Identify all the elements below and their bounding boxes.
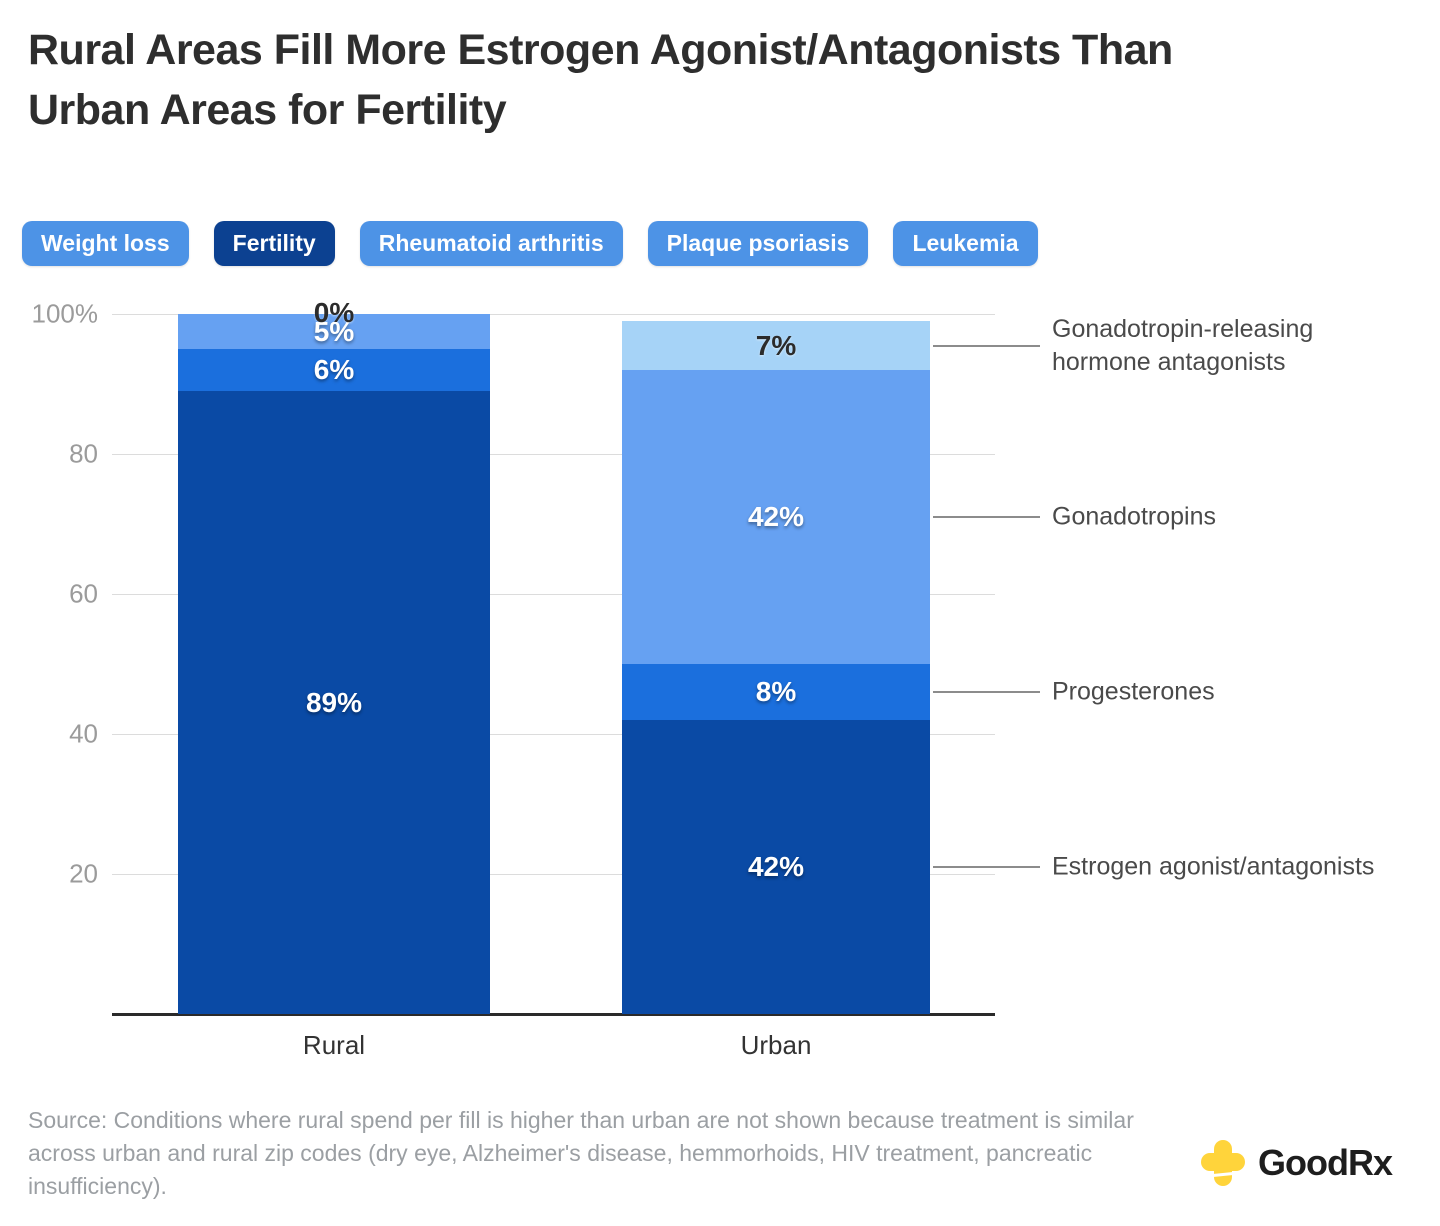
bar-value-label-rural-gonadotropin-releasing-hormone-antagonists: 0% (313, 297, 355, 328)
annotation-label-gonadotropin-releasing-hormone-antagonists: Gonadotropin-releasing hormone antagonist… (1052, 313, 1313, 379)
gridline-80 (112, 453, 995, 455)
tab-leukemia[interactable]: Leukemia (893, 221, 1038, 266)
annotation-label-gonadotropins: Gonadotropins (1052, 501, 1216, 534)
tab-fertility[interactable]: Fertility (213, 221, 335, 266)
goodrx-logo-text: GoodRx (1258, 1142, 1393, 1183)
bar-value-label-urban-gonadotropins: 42% (747, 501, 805, 532)
page-title-line-2: Urban Areas for Fertility (28, 86, 507, 134)
annotation-label-progesterones: Progesterones (1052, 676, 1215, 709)
annotation-leader-line-estrogen-agonist-antagonists (933, 866, 1040, 868)
bar-value-label-urban-progesterones: 8% (755, 676, 797, 707)
bar-value-label-urban-gonadotropin-releasing-hormone-antagonists: 7% (755, 329, 797, 361)
bar-value-label-urban-estrogen-agonist-antagonists: 42% (747, 851, 805, 882)
source-note: Source: Conditions where rural spend per… (28, 1107, 1134, 1199)
bar-value-label-rural-gonadotropins: 5% (313, 315, 355, 347)
annotation-label-line: Gonadotropin-releasing (1052, 314, 1314, 343)
bar-segment-rural-estrogen-agonist-antagonists (178, 391, 490, 1014)
bar-segment-rural-gonadotropins (178, 314, 490, 349)
annotation-label-line: hormone antagonists (1052, 347, 1286, 376)
annotation-leader-line-gonadotropins (933, 516, 1040, 518)
y-tick-label-60: 60 (69, 578, 98, 609)
annotation-leader-line-progesterones (933, 691, 1040, 693)
tab-weight-loss[interactable]: Weight loss (22, 221, 189, 266)
bar-segment-urban-gonadotropins (622, 370, 930, 664)
goodrx-logo: GoodRx (1201, 1140, 1393, 1186)
gridline-100 (112, 313, 995, 315)
bar-value-label-rural-progesterones: 6% (313, 354, 355, 385)
bar-segment-urban-gonadotropin-releasing-hormone-antagonists (622, 321, 930, 370)
tab-plaque-psoriasis[interactable]: Plaque psoriasis (647, 221, 869, 266)
bar-value-label-rural-estrogen-agonist-antagonists: 89% (305, 686, 363, 718)
y-tick-label-40: 40 (69, 718, 98, 749)
gridline-20 (112, 873, 995, 875)
tab-rheumatoid-arthritis[interactable]: Rheumatoid arthritis (359, 221, 623, 266)
annotation-label-line: Estrogen agonist/antagonists (1052, 852, 1375, 881)
y-tick-label-80: 80 (69, 438, 98, 469)
goodrx-cross-icon (1201, 1140, 1245, 1186)
gridline-40 (112, 733, 995, 735)
x-category-label-rural: Rural (302, 1030, 366, 1060)
bar-segment-urban-progesterones (622, 664, 930, 720)
y-tick-label-20: 20 (69, 858, 98, 889)
bar-segment-urban-estrogen-agonist-antagonists (622, 720, 930, 1014)
x-category-label-urban: Urban (740, 1030, 812, 1060)
annotation-label-line: Progesterones (1052, 677, 1215, 706)
y-tick-label-100: 100% (31, 298, 99, 329)
condition-tabs: Weight loss Fertility Rheumatoid arthritis… (22, 221, 1038, 266)
cross-horizontal-bar (1201, 1153, 1245, 1171)
annotation-label-line: Gonadotropins (1052, 502, 1217, 531)
annotation-leader-line-gonadotropin-releasing-hormone-antagonists (933, 344, 1040, 347)
annotation-label-estrogen-agonist-antagonists: Estrogen agonist/antagonists (1052, 851, 1374, 884)
page-title-line-1: Rural Areas Fill More Estrogen Agonist/A… (28, 26, 1173, 74)
gridline-60 (112, 593, 995, 595)
x-axis-line (112, 1013, 995, 1016)
bar-segment-rural-progesterones (178, 349, 490, 391)
page-title: Rural Areas Fill More Estrogen Agonist/A… (28, 20, 1428, 140)
